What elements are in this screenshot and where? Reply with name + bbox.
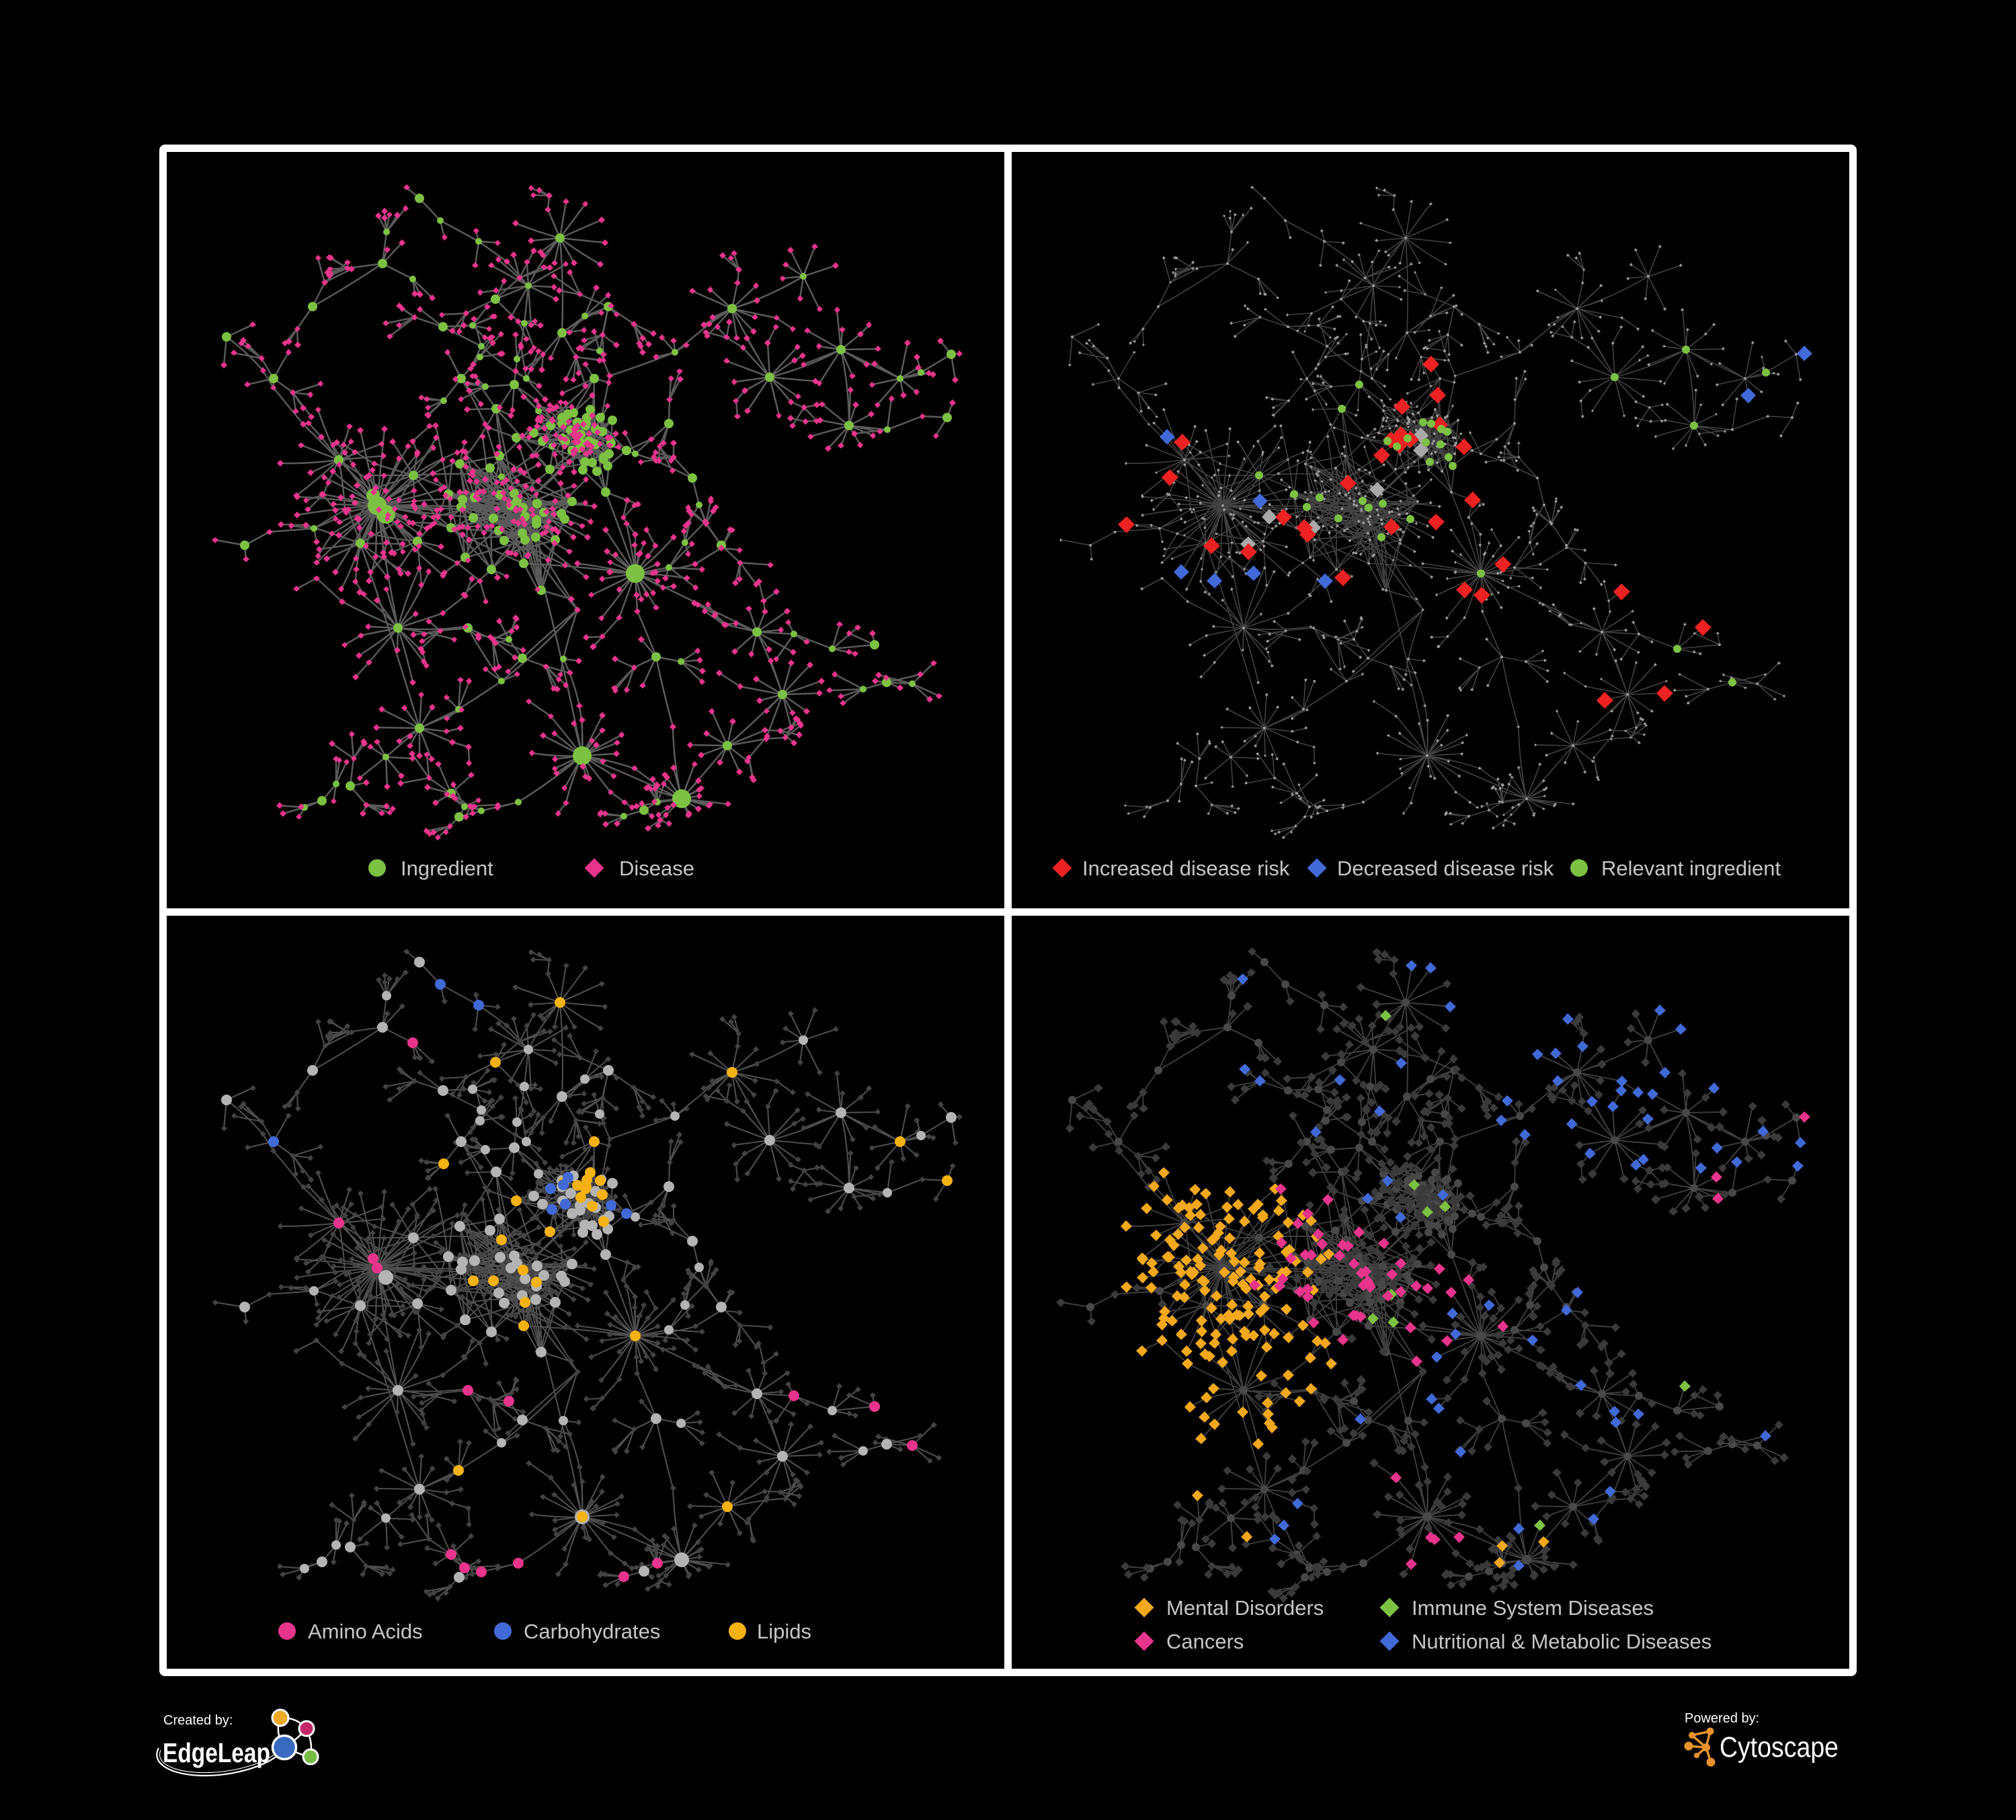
svg-text:Cancers: Cancers <box>1166 1630 1244 1653</box>
svg-text:Nutritional & Metabolic Diseas: Nutritional & Metabolic Diseases <box>1412 1630 1711 1653</box>
svg-text:Disease: Disease <box>619 857 694 880</box>
svg-text:Ingredient: Ingredient <box>401 857 493 880</box>
svg-text:Decreased disease risk: Decreased disease risk <box>1337 857 1554 880</box>
svg-text:Powered by:: Powered by: <box>1685 1711 1759 1726</box>
svg-text:Relevant ingredient: Relevant ingredient <box>1601 857 1781 880</box>
svg-text:Created by:: Created by: <box>163 1713 233 1728</box>
svg-text:Cytoscape: Cytoscape <box>1720 1731 1839 1764</box>
svg-text:Carbohydrates: Carbohydrates <box>524 1620 660 1643</box>
svg-text:Amino Acids: Amino Acids <box>308 1620 423 1643</box>
svg-text:Mental Disorders: Mental Disorders <box>1166 1596 1324 1620</box>
svg-text:Immune System Diseases: Immune System Diseases <box>1412 1596 1654 1620</box>
svg-text:EdgeLeap: EdgeLeap <box>163 1737 270 1768</box>
svg-text:Lipids: Lipids <box>757 1620 811 1643</box>
svg-text:Increased disease risk: Increased disease risk <box>1082 857 1290 880</box>
